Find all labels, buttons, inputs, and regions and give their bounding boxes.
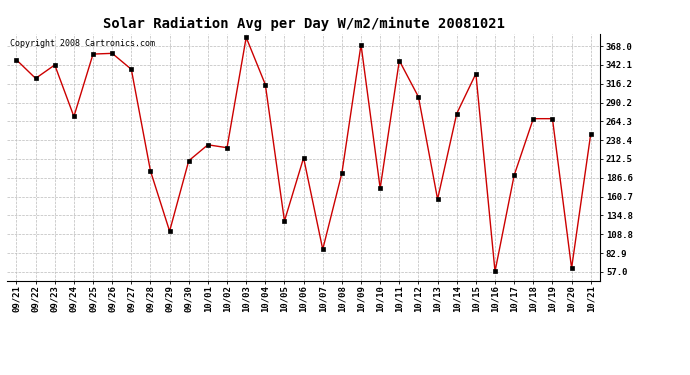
Text: Copyright 2008 Cartronics.com: Copyright 2008 Cartronics.com — [10, 39, 155, 48]
Title: Solar Radiation Avg per Day W/m2/minute 20081021: Solar Radiation Avg per Day W/m2/minute … — [103, 17, 504, 31]
